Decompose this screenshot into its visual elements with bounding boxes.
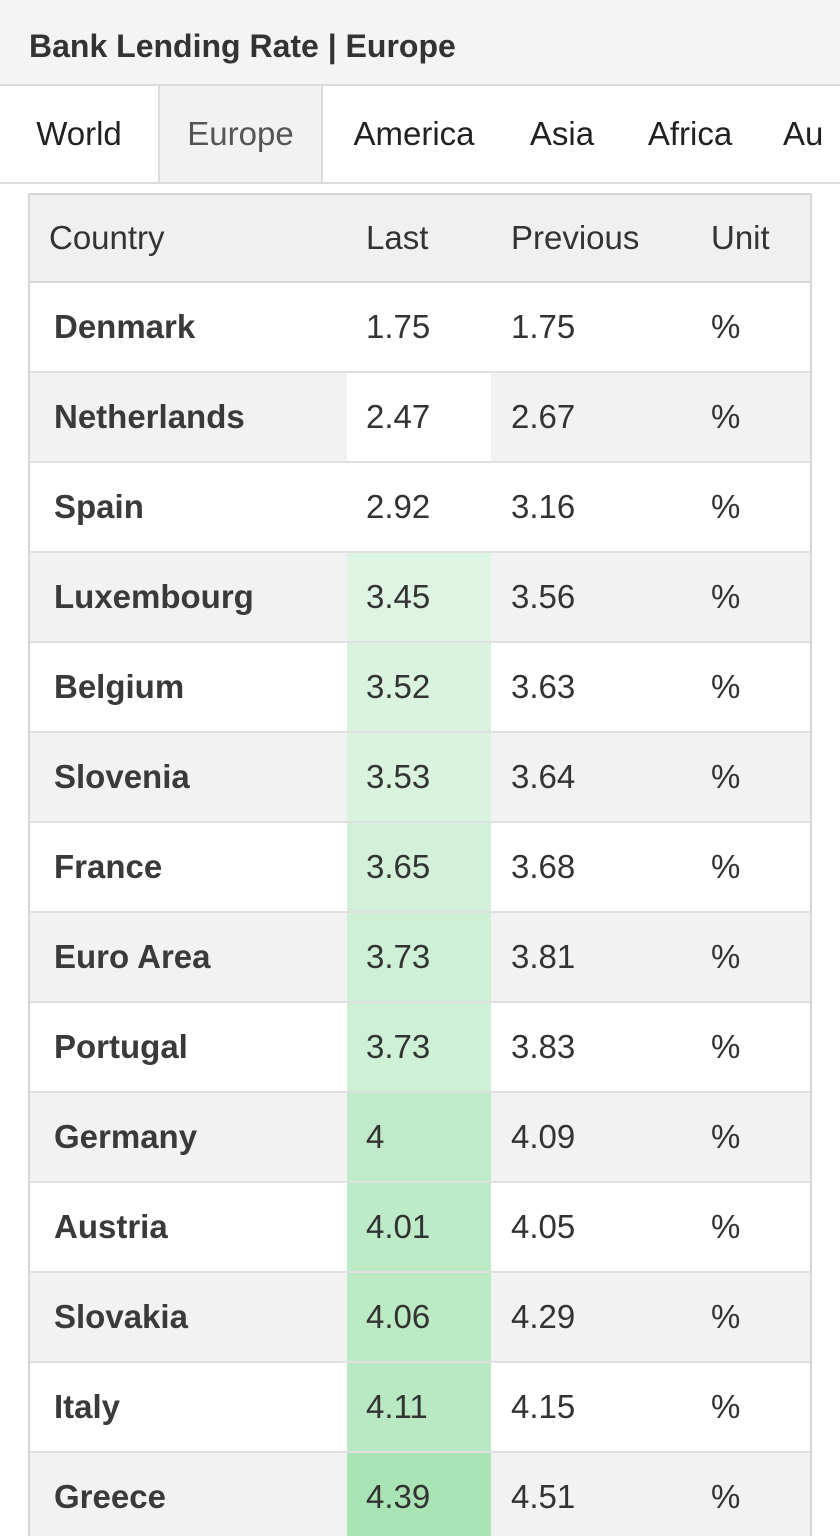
previous-value-cell: 4.09: [511, 1118, 576, 1155]
unit-cell: %: [711, 578, 741, 615]
unit-cell: %: [711, 1298, 741, 1335]
table-row[interactable]: France 3.65 3.68%: [30, 823, 810, 913]
tab-africa[interactable]: Africa: [647, 115, 733, 152]
table-header: Country Last Previous Unit: [30, 195, 810, 283]
country-cell[interactable]: Slovenia: [54, 758, 190, 795]
previous-value-cell: 4.15: [511, 1388, 576, 1425]
country-cell[interactable]: Slovakia: [54, 1298, 188, 1335]
unit-cell: %: [711, 1388, 741, 1425]
tab-europe[interactable]: Europe: [158, 86, 323, 182]
previous-value-cell: 2.67: [511, 398, 576, 435]
country-cell[interactable]: Belgium: [54, 668, 185, 705]
previous-value-cell: 4.29: [511, 1298, 576, 1335]
last-value-cell: 3.65: [347, 823, 491, 911]
column-header-previous[interactable]: Previous: [511, 219, 640, 256]
previous-value-cell: 3.81: [511, 938, 576, 975]
table-row[interactable]: Denmark 1.75 1.75%: [30, 283, 810, 373]
previous-value-cell: 1.75: [511, 308, 576, 345]
last-value-cell: 2.47: [347, 373, 491, 461]
unit-cell: %: [711, 1208, 741, 1245]
previous-value-cell: 3.63: [511, 668, 576, 705]
last-value-cell: 2.92: [347, 463, 491, 551]
last-value-cell: 3.53: [347, 733, 491, 821]
table-row[interactable]: Netherlands 2.47 2.67%: [30, 373, 810, 463]
country-cell[interactable]: Spain: [54, 488, 144, 525]
table-row[interactable]: Belgium 3.52 3.63%: [30, 643, 810, 733]
page-title: Bank Lending Rate | Europe: [29, 28, 456, 64]
country-cell[interactable]: Netherlands: [54, 398, 245, 435]
unit-cell: %: [711, 758, 741, 795]
table-row[interactable]: Slovakia 4.06 4.29%: [30, 1273, 810, 1363]
region-tabs: World Europe America Asia Africa Au: [0, 86, 840, 184]
table-row[interactable]: Austria 4.01 4.05%: [30, 1183, 810, 1273]
column-header-unit[interactable]: Unit: [711, 219, 770, 256]
previous-value-cell: 3.64: [511, 758, 576, 795]
country-cell[interactable]: Portugal: [54, 1028, 188, 1065]
country-cell[interactable]: Greece: [54, 1478, 166, 1515]
previous-value-cell: 3.68: [511, 848, 576, 885]
table-row[interactable]: Luxembourg 3.45 3.56%: [30, 553, 810, 643]
unit-cell: %: [711, 938, 741, 975]
last-value-cell: 1.75: [347, 283, 491, 371]
country-cell[interactable]: Germany: [54, 1118, 198, 1155]
country-cell[interactable]: France: [54, 848, 163, 885]
tab-asia[interactable]: Asia: [529, 115, 595, 152]
country-cell[interactable]: Austria: [54, 1208, 168, 1245]
previous-value-cell: 3.83: [511, 1028, 576, 1065]
unit-cell: %: [711, 668, 741, 705]
last-value-cell: 3.45: [347, 553, 491, 641]
table-row[interactable]: Germany 4 4.09%: [30, 1093, 810, 1183]
country-cell[interactable]: Luxembourg: [54, 578, 254, 615]
column-header-last[interactable]: Last: [366, 219, 429, 256]
unit-cell: %: [711, 1478, 741, 1515]
tab-australia[interactable]: Au: [783, 115, 824, 152]
table-row[interactable]: Spain 2.92 3.16%: [30, 463, 810, 553]
table-row[interactable]: Slovenia 3.53 3.64%: [30, 733, 810, 823]
country-cell[interactable]: Euro Area: [54, 938, 211, 975]
country-cell[interactable]: Italy: [54, 1388, 121, 1425]
rates-table: Country Last Previous Unit Denmark 1.75 1.…: [28, 193, 812, 1536]
page-header: Bank Lending Rate | Europe: [0, 0, 840, 86]
previous-value-cell: 3.16: [511, 488, 576, 525]
tab-world[interactable]: World: [36, 115, 122, 152]
last-value-cell: 4.11: [347, 1363, 491, 1451]
table-row[interactable]: Euro Area 3.73 3.81%: [30, 913, 810, 1003]
unit-cell: %: [711, 488, 741, 525]
unit-cell: %: [711, 308, 741, 345]
unit-cell: %: [711, 848, 741, 885]
last-value-cell: 3.73: [347, 913, 491, 1001]
last-value-cell: 4.01: [347, 1183, 491, 1271]
last-value-cell: 4.06: [347, 1273, 491, 1361]
unit-cell: %: [711, 398, 741, 435]
country-cell[interactable]: Denmark: [54, 308, 196, 345]
last-value-cell: 3.73: [347, 1003, 491, 1091]
last-value-cell: 3.52: [347, 643, 491, 731]
previous-value-cell: 3.56: [511, 578, 576, 615]
tab-america[interactable]: America: [353, 115, 475, 152]
table-row[interactable]: Portugal 3.73 3.83%: [30, 1003, 810, 1093]
table-row[interactable]: Greece 4.39 4.51%: [30, 1453, 810, 1536]
unit-cell: %: [711, 1118, 741, 1155]
previous-value-cell: 4.51: [511, 1478, 576, 1515]
previous-value-cell: 4.05: [511, 1208, 576, 1245]
unit-cell: %: [711, 1028, 741, 1065]
last-value-cell: 4: [347, 1093, 491, 1181]
column-header-country[interactable]: Country: [49, 219, 165, 256]
table-row[interactable]: Italy 4.11 4.15%: [30, 1363, 810, 1453]
last-value-cell: 4.39: [347, 1453, 491, 1536]
